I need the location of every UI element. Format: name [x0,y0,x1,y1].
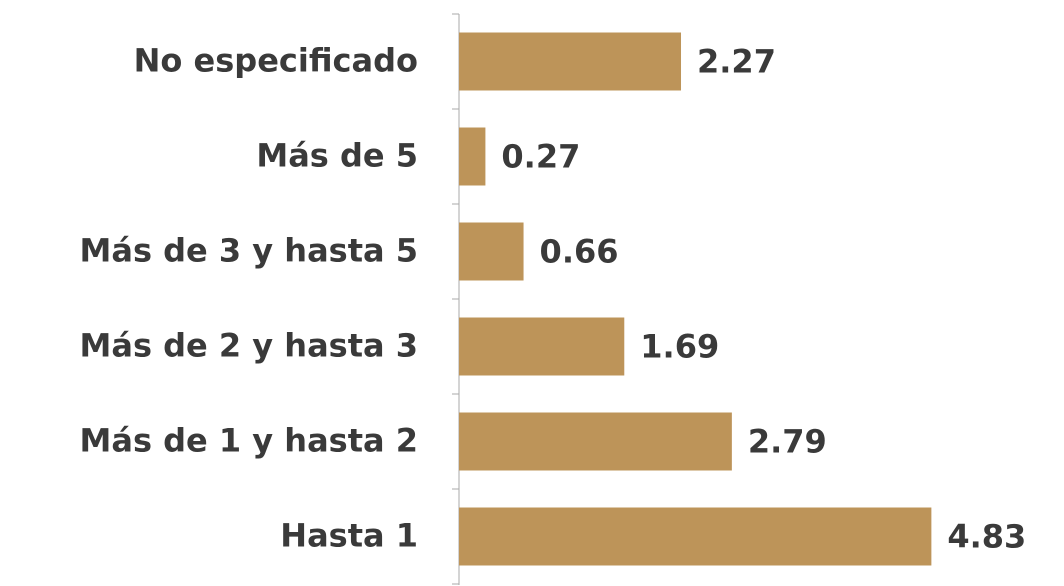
value-label: 0.66 [540,233,619,271]
category-label: Hasta 1 [280,517,418,555]
value-label: 2.27 [697,43,776,81]
bar [459,507,932,566]
bar [459,127,486,186]
category-label: Más de 2 y hasta 3 [80,327,419,365]
value-label: 4.83 [947,518,1026,556]
category-label: No especificado [134,42,418,80]
category-label: Más de 5 [256,137,418,175]
value-label: 1.69 [640,328,719,366]
bar [459,222,524,281]
bar [459,317,625,376]
value-label: 0.27 [501,138,580,176]
bar [459,412,732,471]
category-label: Más de 1 y hasta 2 [80,422,419,460]
value-label: 2.79 [748,423,827,461]
bar [459,32,682,91]
category-label: Más de 3 y hasta 5 [80,232,419,270]
